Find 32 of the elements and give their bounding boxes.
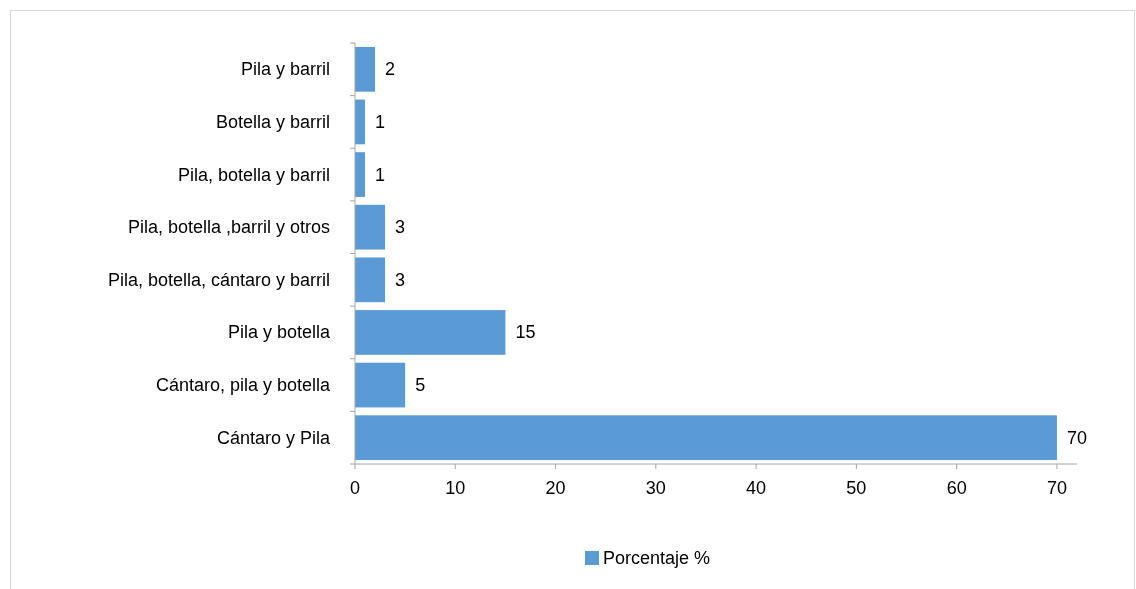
x-tick-label: 60 [946, 478, 967, 498]
y-tick-label: Botella y barril [215, 111, 330, 132]
y-tick-label: Pila, botella y barril [177, 164, 330, 185]
data-label: 3 [395, 217, 406, 238]
data-label: 1 [375, 111, 386, 132]
x-tick-label: 70 [1046, 478, 1067, 498]
y-tick-label: Pila y barril [240, 59, 330, 80]
data-label: 70 [1066, 427, 1087, 448]
y-tick-label: Pila, botella, cántaro y barril [107, 269, 330, 290]
y-tick-label: Pila y botella [227, 322, 331, 343]
bar [355, 152, 366, 197]
bar [355, 204, 386, 250]
x-tick-label: 10 [445, 478, 466, 498]
y-tick-label: Pila, botella ,barril y otros [127, 217, 330, 238]
y-tick-label: Cántaro, pila y botella [155, 375, 331, 396]
data-label: 5 [415, 375, 426, 396]
x-tick-label: 30 [645, 478, 666, 498]
data-label: 15 [515, 322, 536, 343]
data-label: 2 [385, 59, 396, 80]
y-tick-label: Cántaro y Pila [216, 427, 331, 448]
bar [355, 415, 1057, 461]
data-label: 3 [395, 269, 406, 290]
x-tick-label: 0 [349, 478, 361, 498]
data-label: 1 [375, 164, 386, 185]
legend-label: Porcentaje % [603, 548, 711, 568]
bar [355, 362, 406, 408]
bar [355, 310, 506, 355]
bar [355, 257, 386, 303]
bar [355, 46, 376, 92]
x-tick-label: 20 [545, 478, 566, 498]
x-tick-label: 50 [846, 478, 867, 498]
x-tick-label: 40 [746, 478, 767, 498]
